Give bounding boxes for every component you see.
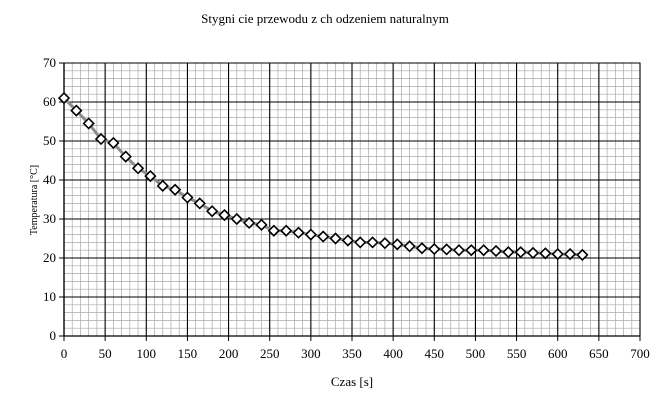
data-point-marker [465,244,478,257]
data-point-marker [82,117,95,130]
data-point-marker [107,136,120,150]
data-point-marker [440,243,453,256]
chart-title: Stygni cie przewodu z ch odzeniem natura… [201,11,449,26]
data-point-marker [502,246,515,259]
data-series [57,91,589,262]
x-tick-label: 550 [507,346,527,361]
data-point-marker [378,237,392,250]
major-gridlines [63,62,641,337]
data-point-marker [452,244,466,257]
data-point-marker [366,236,379,249]
data-point-marker [144,169,157,183]
x-tick-label: 500 [466,346,486,361]
data-point-marker [119,150,132,163]
x-axis-ticks: 0 50 100 150 200 250 300 350 400 450 500 550 600 650 7… [61,336,650,361]
data-point-marker [576,248,589,262]
y-tick-label: 40 [43,172,56,187]
data-point-marker [477,244,490,257]
x-tick-label: 700 [630,346,650,361]
data-point-marker [181,191,194,204]
data-point-marker [354,236,367,249]
data-point-marker [218,208,231,222]
y-tick-label: 50 [43,133,56,148]
data-point-marker [255,218,268,231]
data-point-marker [304,228,317,241]
data-point-marker [415,242,429,255]
y-tick-label: 70 [43,55,56,70]
y-tick-label: 20 [43,250,56,265]
y-tick-label: 60 [43,94,56,109]
x-tick-label: 100 [137,346,157,361]
x-tick-label: 650 [589,346,609,361]
data-point-marker [168,183,182,196]
x-tick-label: 350 [342,346,362,361]
y-axis-ticks: 0 10 20 30 40 50 60 70 [43,55,64,343]
data-point-marker [329,232,342,245]
x-tick-label: 200 [219,346,239,361]
x-tick-label: 300 [301,346,321,361]
x-tick-label: 450 [425,346,445,361]
data-point-marker [57,91,71,105]
data-point-marker [317,230,330,243]
data-point-marker [391,238,404,251]
x-axis-title: Czas [s] [331,374,373,389]
x-tick-label: 250 [260,346,280,361]
x-tick-label: 600 [548,346,568,361]
data-point-marker [205,205,219,218]
data-point-marker [280,224,293,237]
data-point-marker [514,246,527,259]
data-point-marker [70,104,83,117]
x-tick-label: 0 [61,346,68,361]
data-point-marker [156,179,169,192]
data-point-marker [551,247,564,261]
data-point-marker [341,234,355,247]
data-point-marker [193,197,206,210]
data-point-marker [526,246,540,260]
data-point-marker [563,247,577,261]
x-tick-label: 150 [178,346,198,361]
data-point-marker [428,242,441,256]
y-tick-label: 10 [43,289,56,304]
data-point-marker [243,216,256,230]
x-tick-label: 50 [99,346,112,361]
data-point-marker [292,226,305,239]
x-tick-label: 400 [383,346,403,361]
y-axis-title: Temperatura [°C] [29,165,40,235]
data-point-marker [267,224,280,237]
data-point-marker [131,162,145,175]
data-point-marker [403,240,416,253]
data-point-marker [539,247,552,260]
data-point-marker [94,132,108,146]
data-point-marker [230,212,243,226]
data-point-marker [489,244,503,258]
y-tick-label: 0 [50,328,57,343]
y-tick-label: 30 [43,211,56,226]
